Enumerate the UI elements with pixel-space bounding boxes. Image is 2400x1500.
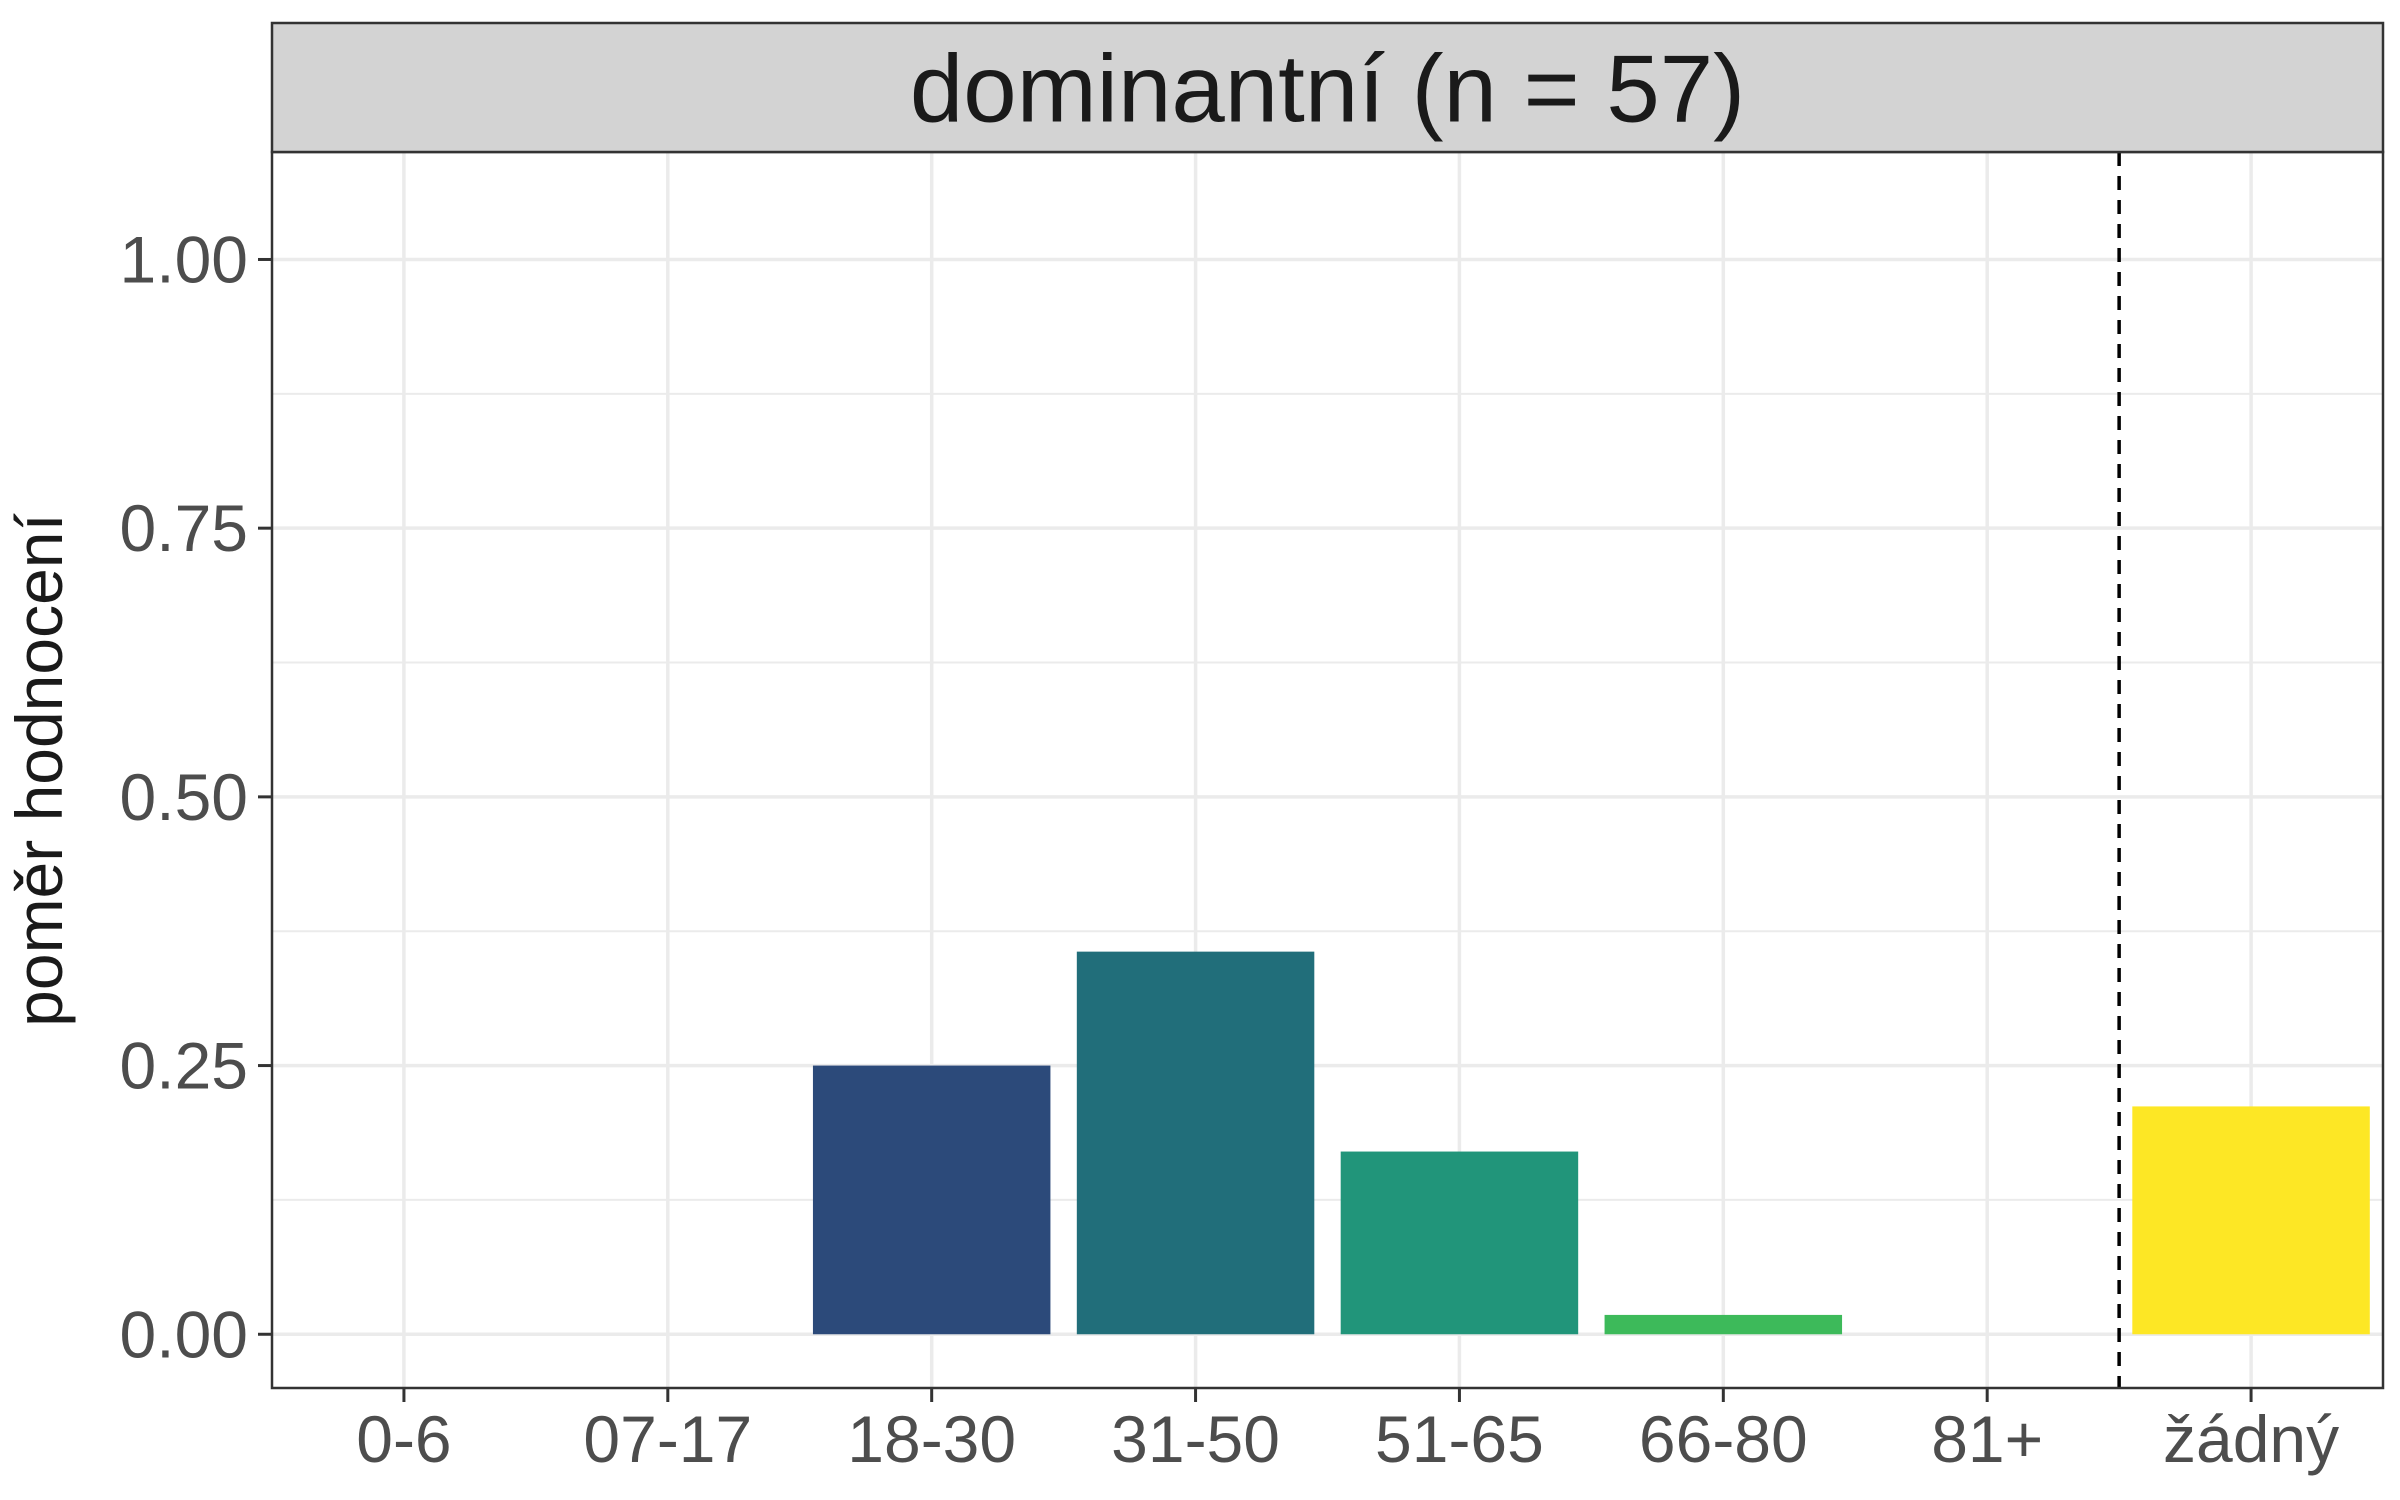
x-tick-label: žádný [2163,1402,2339,1476]
facet-strip [270,21,2385,154]
y-axis-title: poměr hodnocení [2,512,76,1026]
bars [812,951,2370,1335]
facet-title: dominantní (n = 57) [910,36,1745,143]
x-tick-label: 0-6 [356,1402,451,1476]
x-tick-label: 51-65 [1375,1402,1544,1476]
x-tick-label: 66-80 [1639,1402,1808,1476]
panel-border [270,150,2385,1390]
y-tick-label: 0.50 [120,760,248,834]
y-tick-label: 0.75 [120,491,248,565]
x-tick-label: 18-30 [847,1402,1016,1476]
bar-51-65 [1340,1151,1579,1335]
bar-18-30 [812,1065,1051,1335]
bar-66-80 [1604,1314,1843,1335]
bar-31-50 [1076,951,1315,1335]
y-tick-label: 1.00 [120,222,248,296]
bar-žádný [2132,1106,2370,1335]
x-tick-label: 81+ [1931,1402,2043,1476]
y-tick-label: 0.00 [120,1297,248,1371]
y-axis: 0.00 0.25 0.50 0.75 1.00 [120,222,272,1371]
x-tick-label: 31-50 [1111,1402,1280,1476]
x-tick-label: 07-17 [583,1402,752,1476]
grid-lines [272,152,2383,1388]
y-tick-label: 0.25 [120,1029,248,1103]
x-axis: 0-6 07-17 18-30 31-50 51-65 66-80 81+ žádný [356,1388,2339,1476]
